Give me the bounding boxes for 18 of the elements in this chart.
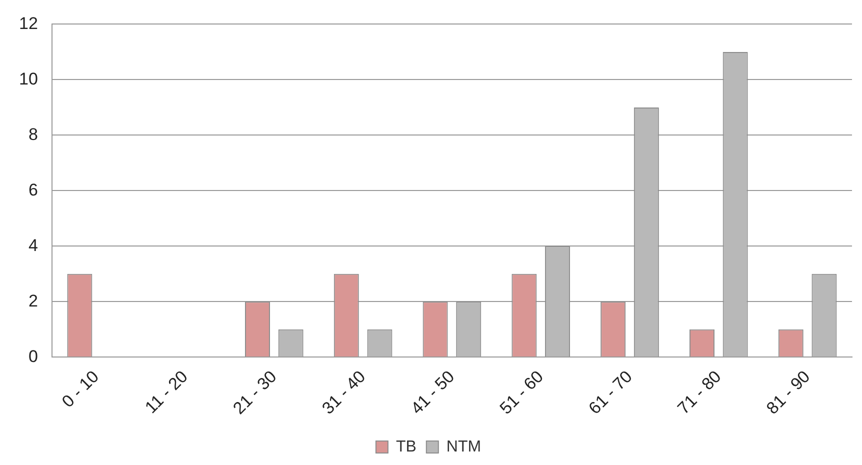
y-tick-label: 0 <box>28 346 38 366</box>
y-tick-label: 2 <box>28 291 38 310</box>
y-tick-label: 8 <box>28 124 38 144</box>
x-tick-label: 0 - 10 <box>58 367 102 412</box>
x-tick-label: 21 - 30 <box>229 367 280 418</box>
x-tick-label: 71 - 80 <box>674 367 725 418</box>
x-tick-label: 61 - 70 <box>585 367 636 418</box>
legend-label: NTM <box>446 438 482 456</box>
x-tick-label: 41 - 50 <box>407 367 458 418</box>
x-tick-label: 81 - 90 <box>762 367 814 418</box>
y-tick-label: 6 <box>28 180 38 200</box>
y-tick-label: 12 <box>18 14 38 33</box>
x-tick-label: 31 - 40 <box>318 367 370 418</box>
y-tick-label: 10 <box>18 69 38 88</box>
x-tick-label: 11 - 20 <box>141 367 192 418</box>
legend-label: TB <box>396 438 416 456</box>
y-tick-label: 4 <box>28 236 38 255</box>
x-tick-label: 51 - 60 <box>496 367 547 418</box>
